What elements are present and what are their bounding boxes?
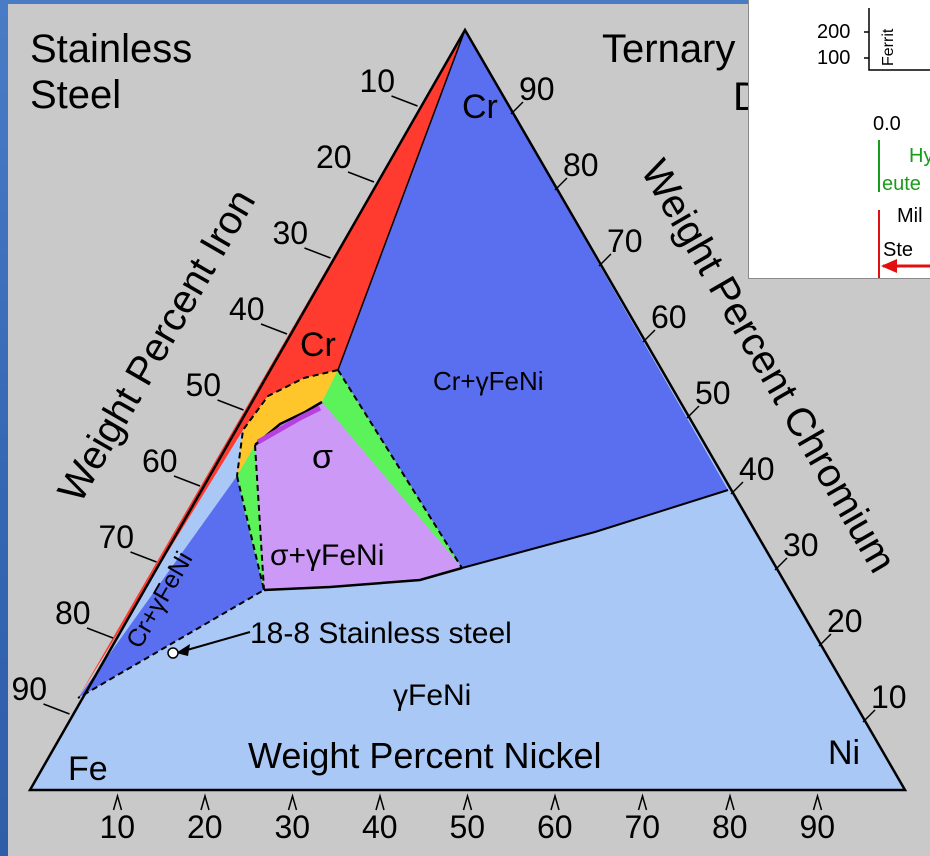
nickel-tick-arrow [287, 793, 298, 811]
nickel-tick-arrow [725, 793, 735, 811]
cr-gamma-left-region [78, 476, 264, 698]
inset-zero: 0.0 [873, 113, 901, 135]
iron-tick-label: 40 [229, 291, 265, 327]
iron-tick-arrow [130, 551, 157, 563]
cr-gamma-right-label: Cr+γFeNi [433, 366, 544, 396]
iron-tick-label: 70 [99, 519, 135, 555]
steel-annotation-label: 18-8 Stainless steel [250, 617, 512, 650]
chromium-tick-label: 20 [827, 603, 863, 639]
iron-tick-label: 90 [12, 671, 48, 707]
ni-corner-label: Ni [828, 734, 860, 772]
inset-hy-label: Hy [909, 145, 930, 167]
iron-axis-ticks: 10 20 30 40 50 60 70 80 90 [12, 63, 418, 715]
iron-tick-arrow [391, 95, 418, 107]
steel-arrow-head [176, 644, 190, 656]
nickel-tick-label: 90 [800, 809, 836, 845]
inset-mil-label: Mil [897, 205, 923, 227]
chromium-tick-label: 10 [871, 679, 907, 715]
iron-tick-arrow [173, 475, 201, 487]
nickel-tick-label: 20 [187, 809, 223, 845]
title-right: Ternary [602, 27, 735, 71]
iron-tick-label: 20 [316, 139, 352, 175]
nickel-tick-arrow [200, 793, 210, 811]
inset-chart-fragment: 200 100 Ferrit 0.0 Hy eute Mil Ste [748, 0, 930, 279]
cr-gamma-right-region [338, 30, 728, 568]
chromium-tick-arrow [598, 253, 612, 267]
green-right-region [322, 370, 462, 568]
chromium-tick-label: 60 [651, 299, 687, 335]
iron-tick-label: 10 [360, 63, 396, 99]
inset-red-arrowhead [881, 259, 897, 273]
gamma-label: γFeNi [393, 679, 471, 712]
inset-axis [868, 8, 930, 71]
iron-tick-arrow [86, 627, 114, 639]
nickel-tick-arrow [462, 793, 473, 811]
title-line1: Stainless [30, 27, 192, 71]
chromium-tick-label: 80 [563, 147, 599, 183]
sigma-gamma-region [255, 402, 462, 590]
chromium-tick-arrow [730, 481, 744, 495]
nickel-tick-arrow [637, 793, 648, 811]
fe-corner-label: Fe [68, 750, 108, 788]
nickel-axis-ticks: 10 20 30 40 50 60 70 80 90 [100, 793, 836, 845]
nickel-tick-label: 60 [537, 809, 573, 845]
inset-eut-label: eute [882, 173, 921, 195]
chromium-tick-label: 30 [783, 527, 819, 563]
sigma-label: σ [312, 438, 333, 476]
iron-tick-label: 80 [55, 595, 91, 631]
cr-corner-label: Cr [462, 88, 498, 126]
chromium-tick-arrow [686, 405, 700, 419]
inset-tick-marks [864, 31, 869, 59]
sigma-gamma-label: σ+γFeNi [270, 539, 384, 572]
chromium-tick-label: 40 [739, 451, 775, 487]
chromium-tick-arrow [862, 709, 876, 723]
nickel-tick-label: 70 [625, 809, 661, 845]
iron-tick-arrow [304, 247, 331, 259]
steel-annotation-arrow [179, 631, 251, 653]
inset-chart-svg: 200 100 Ferrit 0.0 Hy eute Mil Ste [817, 8, 930, 278]
nickel-tick-label: 50 [450, 809, 486, 845]
nickel-tick-label: 30 [275, 809, 311, 845]
chromium-tick-arrow [554, 177, 568, 191]
cr-region-label: Cr [300, 326, 336, 364]
iron-tick-label: 60 [142, 443, 178, 479]
title-line2: Steel [30, 73, 121, 117]
iron-tick-label: 50 [186, 367, 222, 403]
sigma-line [256, 405, 322, 445]
iron-tick-arrow [260, 323, 288, 335]
nickel-axis-label: Weight Percent Nickel [248, 735, 601, 776]
chromium-tick-label: 90 [519, 71, 555, 107]
triangle-outline [27, 27, 908, 792]
chromium-tick-arrow [818, 633, 832, 647]
chromium-tick-label: 70 [607, 223, 643, 259]
nickel-tick-label: 80 [712, 809, 748, 845]
nickel-tick-arrow [112, 793, 123, 811]
iron-tick-arrow [347, 171, 375, 183]
steel-composition-point [167, 647, 179, 659]
nickel-tick-arrow [550, 793, 560, 811]
nickel-tick-label: 10 [100, 809, 136, 845]
chromium-tick-label: 50 [695, 375, 731, 411]
nickel-tick-arrow [375, 793, 385, 811]
iron-tick-arrow [43, 703, 70, 715]
nickel-tick-arrow [812, 793, 823, 811]
iron-tick-arrow [217, 399, 244, 411]
chromium-axis-ticks: 90 80 70 60 50 40 30 20 10 [510, 71, 907, 723]
chromium-tick-arrow [510, 101, 524, 115]
inset-ferrite-label: Ferrit [880, 28, 897, 66]
iron-tick-label: 30 [273, 215, 309, 251]
inset-tick-200: 200 [817, 21, 850, 43]
inset-ste-label: Ste [883, 239, 913, 261]
nickel-tick-label: 40 [362, 809, 398, 845]
inset-tick-100: 100 [817, 47, 850, 69]
chromium-tick-arrow [774, 557, 788, 571]
orange-region [237, 370, 338, 476]
chromium-tick-arrow [642, 329, 656, 343]
